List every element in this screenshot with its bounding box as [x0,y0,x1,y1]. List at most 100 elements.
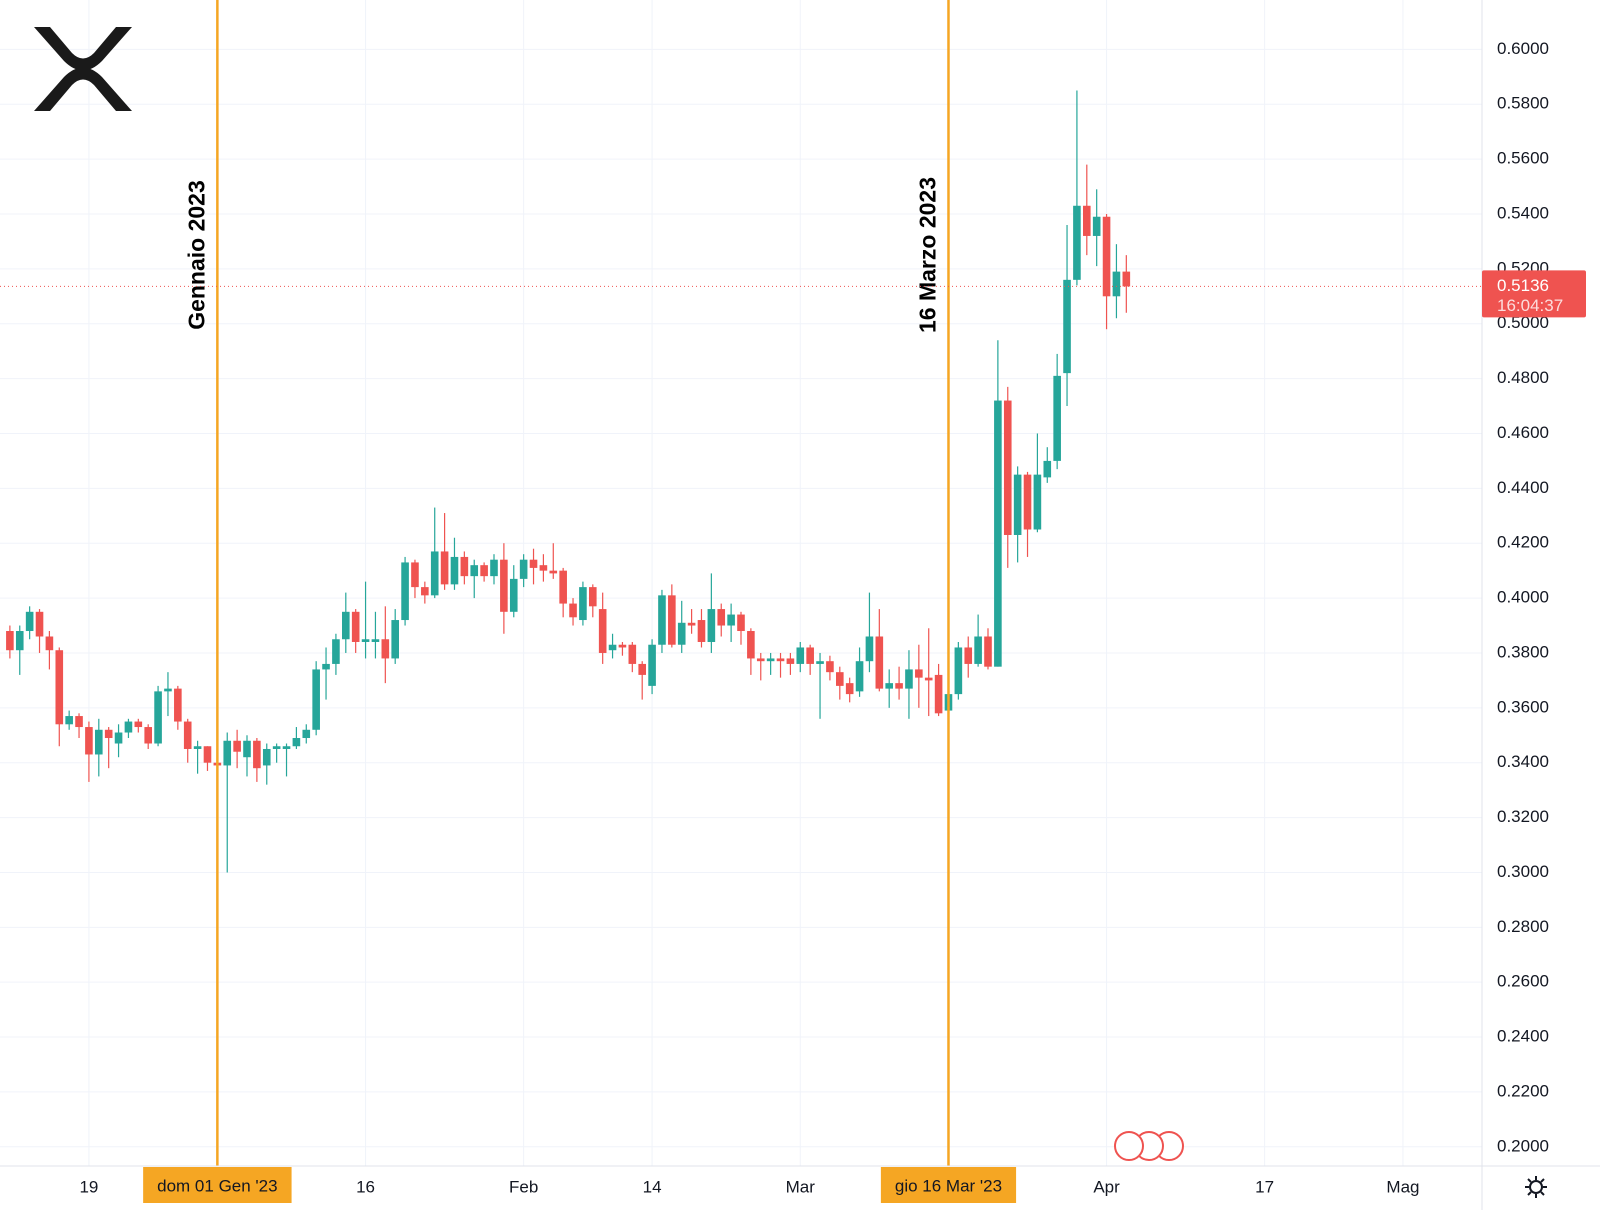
candle-body [875,636,884,689]
candle-body [144,727,152,744]
y-tick-label: 0.3400 [1497,752,1549,771]
candle-body [223,740,232,766]
y-tick-label: 0.4000 [1497,588,1549,607]
y-tick-label: 0.3800 [1497,642,1549,661]
candle-body [351,611,360,642]
candle-body [915,669,923,678]
candle-body [648,644,656,686]
candle-body [480,565,488,577]
candle-body [361,639,370,642]
candle-body [954,647,963,695]
candle-body [786,658,795,664]
candle-body [865,636,874,662]
candle-body [470,565,479,577]
candle-body [85,727,93,755]
candle-body [994,400,1002,667]
x-tick-label: Mar [786,1177,816,1196]
candle-body [687,622,696,626]
candle-body [253,740,261,769]
candle-body [500,559,508,612]
candle-body [391,620,399,659]
candle-body [154,691,162,744]
candle-body [1092,216,1101,236]
candle-body [1013,474,1022,535]
candle-body [569,603,577,618]
candle-body [519,559,528,579]
candle-body [776,658,785,662]
y-tick-label: 0.5800 [1497,94,1549,113]
candle-body [826,661,834,673]
candle-body [747,631,755,659]
candle-body [371,639,380,642]
y-tick-label: 0.2000 [1497,1136,1549,1155]
candle-body [845,683,854,695]
candle-body [183,721,192,749]
candle-body [134,721,143,728]
candle-body [658,595,666,645]
candle-body [974,636,982,664]
candle-body [302,729,311,739]
y-tick-label: 0.5400 [1497,203,1549,222]
candle-body [45,636,54,651]
candle-body [668,595,676,645]
candle-body [1063,279,1071,374]
candle-body [1112,271,1121,297]
candle-body [618,644,627,648]
event-axis-badge [880,1167,1017,1203]
y-tick-label: 0.5600 [1497,149,1549,168]
event-label: Gennaio 2023 [183,180,209,330]
candle-body [1043,460,1052,478]
x-tick-label: 16 [356,1177,375,1196]
candle-body [697,620,706,642]
candle-body [717,609,726,626]
y-tick-label: 0.6000 [1497,39,1549,58]
candle-body [381,639,390,659]
candle-body [984,636,992,667]
countdown-label: 16:04:37 [1497,296,1563,315]
candle-body [104,729,113,739]
candle-body [35,611,44,637]
candle-body [924,677,933,681]
candle-body [1053,375,1061,461]
candle-body [421,587,429,596]
candle-body [885,683,893,689]
candle-body [460,556,469,577]
candle-body [411,562,419,588]
candle-body [1083,205,1091,236]
event-label: 16 Marzo 2023 [915,177,941,333]
candle-body [905,669,913,689]
candle-body [707,609,716,642]
y-tick-label: 0.3200 [1497,807,1549,826]
candle-body [65,716,73,725]
y-tick-label: 0.2400 [1497,1027,1549,1046]
xrp-logo [34,27,132,111]
candle-body [677,622,686,645]
candle-body [1023,474,1032,530]
candle-body [124,721,133,733]
candle-body [322,663,330,670]
candle-body [806,647,814,664]
candle-body [233,740,241,752]
candle-body [539,565,548,571]
candle-body [529,559,538,568]
candle-body [262,748,271,766]
event-axis-label: gio 16 Mar '23 [895,1176,1002,1195]
candle-body [756,658,765,662]
y-tick-label: 0.2800 [1497,917,1549,936]
settings-icon[interactable] [1525,1176,1547,1198]
candle-body [836,672,844,686]
x-tick-label: 19 [79,1177,98,1196]
candle-body [796,647,805,664]
candle-body [727,614,735,626]
overlays: Gennaio 2023 16 Marzo 2023 [0,0,1482,1166]
y-tick-label: 0.4400 [1497,478,1549,497]
y-tick-label: 0.2600 [1497,972,1549,991]
candles [6,90,1131,873]
candle-body [174,688,182,722]
x-tick-label: 14 [643,1177,662,1196]
candle-body [816,661,824,664]
y-tick-label: 0.4600 [1497,423,1549,442]
candle-body [549,570,558,574]
y-tick-label: 0.3600 [1497,697,1549,716]
x-tick-label: 17 [1255,1177,1274,1196]
